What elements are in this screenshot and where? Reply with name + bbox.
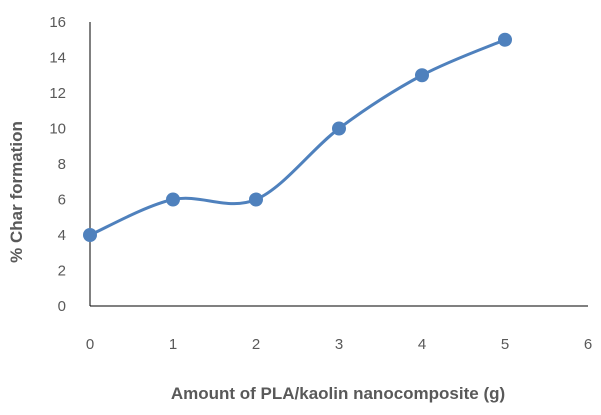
y-tick-label: 16: [49, 14, 66, 31]
y-tick-label: 12: [49, 85, 66, 102]
y-tick-label: 4: [58, 227, 66, 244]
y-tick-label: 14: [49, 50, 66, 67]
data-point-marker: [498, 32, 512, 47]
data-point-marker: [332, 121, 346, 136]
y-tick-label: 10: [49, 121, 66, 138]
x-tick-label: 0: [86, 336, 94, 353]
x-tick-label: 1: [169, 336, 177, 353]
x-tick-label: 4: [418, 336, 426, 353]
y-tick-label: 2: [58, 263, 66, 280]
x-tick-label: 3: [335, 336, 343, 353]
x-axis-ticks: 0 1 2 3 4 5 6: [86, 336, 592, 353]
y-tick-label: 0: [58, 298, 66, 315]
data-point-marker: [83, 228, 97, 242]
x-tick-label: 2: [252, 336, 260, 353]
y-axis-ticks: 0 2 4 6 8 10 12 14 16: [49, 14, 66, 315]
y-axis-title: % Char formation: [7, 121, 26, 263]
data-point-marker: [166, 192, 180, 207]
y-tick-label: 8: [58, 156, 66, 173]
series-line: [89, 38, 506, 237]
y-tick-label: 6: [58, 192, 66, 209]
x-tick-label: 6: [584, 336, 592, 353]
x-tick-label: 5: [501, 336, 509, 353]
x-axis-title: Amount of PLA/kaolin nanocomposite (g): [171, 384, 505, 403]
data-point-marker: [249, 192, 263, 207]
data-point-marker: [415, 68, 429, 83]
series-layer: [83, 32, 512, 242]
